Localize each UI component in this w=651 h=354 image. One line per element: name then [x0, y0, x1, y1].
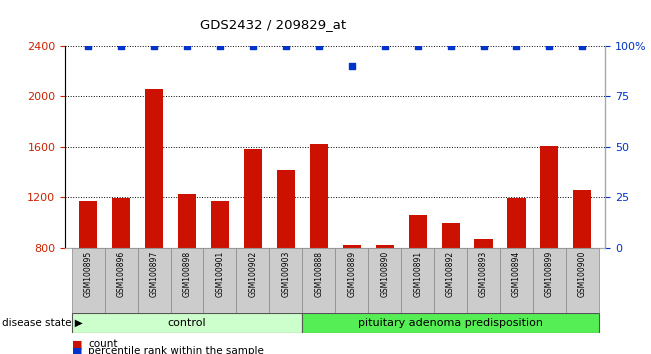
Text: GSM100888: GSM100888 [314, 251, 324, 297]
Bar [467, 248, 500, 313]
Bar [566, 248, 599, 313]
Bar [72, 313, 302, 333]
Bar [441, 223, 460, 248]
Bar [540, 145, 559, 248]
Bar [434, 248, 467, 313]
Bar [310, 144, 328, 248]
Text: GSM100894: GSM100894 [512, 251, 521, 297]
Text: count: count [88, 339, 117, 349]
Text: ■: ■ [72, 339, 82, 349]
Text: GSM100896: GSM100896 [117, 251, 126, 297]
Bar [236, 248, 270, 313]
Text: disease state ▶: disease state ▶ [2, 318, 83, 328]
Bar [277, 170, 295, 248]
Bar [137, 248, 171, 313]
Bar [401, 248, 434, 313]
Bar [171, 248, 204, 313]
Point [182, 43, 192, 49]
Point [478, 43, 489, 49]
Text: GSM100900: GSM100900 [578, 251, 587, 297]
Point [247, 43, 258, 49]
Text: GSM100890: GSM100890 [380, 251, 389, 297]
Text: GSM100892: GSM100892 [446, 251, 455, 297]
Text: GSM100901: GSM100901 [215, 251, 225, 297]
Text: pituitary adenoma predisposition: pituitary adenoma predisposition [358, 318, 543, 328]
Text: ■: ■ [72, 346, 82, 354]
Text: GSM100893: GSM100893 [479, 251, 488, 297]
Point [544, 43, 555, 49]
Bar [475, 239, 493, 248]
Point [577, 43, 588, 49]
Bar [204, 248, 236, 313]
Point [413, 43, 423, 49]
Bar [574, 190, 591, 248]
Bar [145, 89, 163, 248]
Bar [270, 248, 302, 313]
Point [83, 43, 93, 49]
Point [215, 43, 225, 49]
Point [116, 43, 126, 49]
Text: GSM100898: GSM100898 [182, 251, 191, 297]
Bar [533, 248, 566, 313]
Bar [507, 198, 525, 248]
Bar [500, 248, 533, 313]
Bar [302, 313, 599, 333]
Point [445, 43, 456, 49]
Text: GSM100902: GSM100902 [249, 251, 257, 297]
Text: control: control [168, 318, 206, 328]
Bar [72, 248, 105, 313]
Point [511, 43, 521, 49]
Bar [244, 149, 262, 248]
Point [346, 63, 357, 69]
Bar [178, 194, 196, 248]
Point [281, 43, 291, 49]
Point [149, 43, 159, 49]
Point [314, 43, 324, 49]
Bar [342, 245, 361, 248]
Bar [112, 198, 130, 248]
Bar [79, 200, 97, 248]
Bar [105, 248, 137, 313]
Bar [368, 248, 401, 313]
Text: percentile rank within the sample: percentile rank within the sample [88, 346, 264, 354]
Text: GSM100889: GSM100889 [347, 251, 356, 297]
Text: GSM100899: GSM100899 [545, 251, 554, 297]
Bar [409, 215, 426, 248]
Point [380, 43, 390, 49]
Text: GSM100891: GSM100891 [413, 251, 422, 297]
Text: GSM100903: GSM100903 [281, 251, 290, 297]
Text: GSM100895: GSM100895 [84, 251, 92, 297]
Text: GSM100897: GSM100897 [150, 251, 159, 297]
Bar [211, 200, 229, 248]
Bar [335, 248, 368, 313]
Bar [302, 248, 335, 313]
Bar [376, 245, 394, 248]
Text: GDS2432 / 209829_at: GDS2432 / 209829_at [201, 18, 346, 31]
